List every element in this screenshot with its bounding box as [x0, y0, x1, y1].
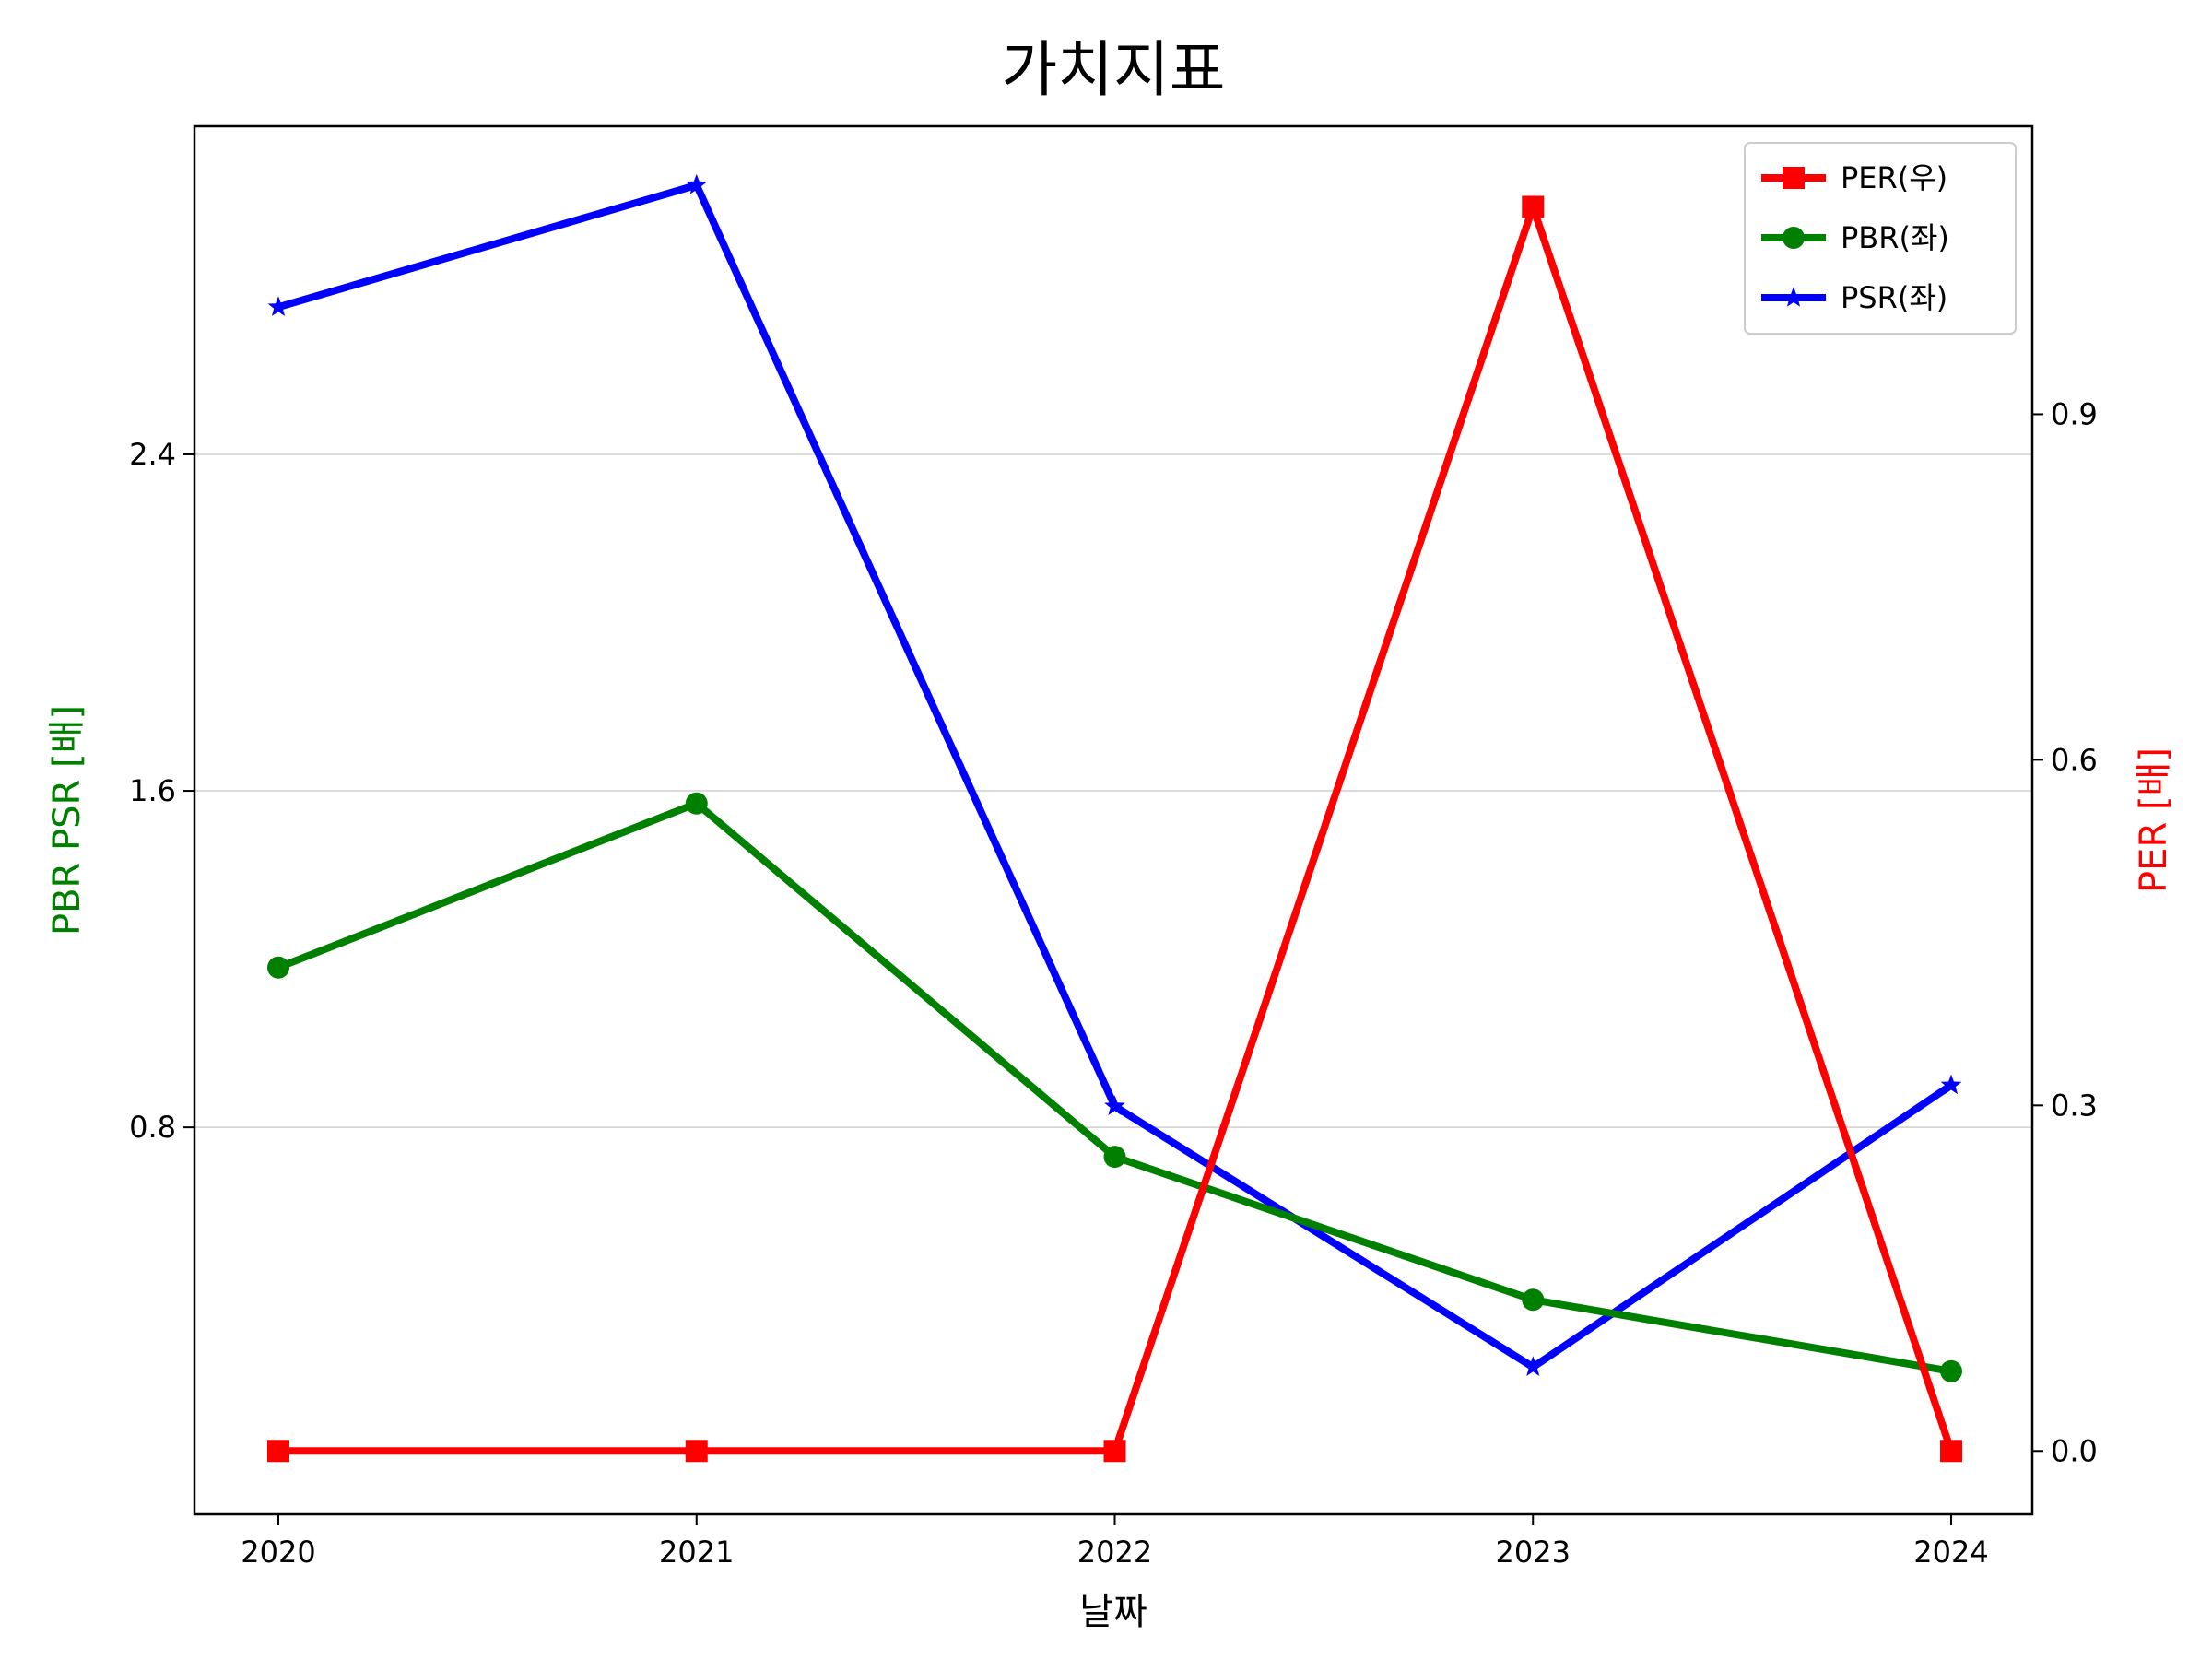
left-y-tick-label: 1.6: [129, 773, 176, 808]
x-axis-label: 날짜: [1079, 1591, 1147, 1633]
chart-title: 가치지표: [1002, 34, 1226, 105]
legend-marker: [1783, 227, 1805, 249]
legend-box: [1744, 142, 2017, 335]
legend-label: PBR(좌): [1841, 220, 1949, 255]
legend-item-per: PER(우): [1761, 160, 1947, 195]
series-layer: [267, 173, 1962, 1463]
series-psr: [267, 173, 1962, 1376]
series-line-psr: [276, 181, 1954, 1371]
data-point-per: [1103, 1440, 1126, 1463]
data-point-pbr: [1522, 1288, 1545, 1312]
data-point-psr: [686, 173, 708, 194]
data-point-pbr: [1940, 1359, 1962, 1382]
right-y-axis: 0.0 0.3 0.6 0.9: [2032, 396, 2098, 1468]
series-line-pbr: [276, 799, 1952, 1375]
data-point-per: [685, 1440, 708, 1463]
data-point-per: [267, 1440, 289, 1463]
series-line-per: [278, 203, 1955, 1455]
legend-item-psr: PSR(좌): [1761, 280, 1947, 315]
data-point-psr: [1940, 1074, 1962, 1095]
x-tick-label: 2020: [241, 1535, 315, 1570]
data-point-pbr: [267, 956, 289, 979]
x-tick-label: 2021: [659, 1535, 734, 1570]
x-tick-label: 2022: [1077, 1535, 1152, 1570]
x-tick-label: 2024: [1913, 1535, 1988, 1570]
left-y-axis: 0.8 1.6 2.4: [129, 437, 194, 1145]
legend-item-pbr: PBR(좌): [1761, 220, 1949, 255]
grid-lines: [194, 453, 2032, 1128]
legend-label: PSR(좌): [1841, 280, 1947, 315]
legend-label: PER(우): [1841, 160, 1947, 195]
left-y-tick-label: 2.4: [129, 437, 176, 472]
data-point-psr: [1104, 1095, 1125, 1115]
legend-marker: [1783, 167, 1805, 189]
data-point-per: [1522, 195, 1545, 218]
data-point-pbr: [1103, 1146, 1126, 1169]
right-y-tick-label: 0.3: [2051, 1088, 2098, 1123]
right-y-tick-label: 0.9: [2051, 396, 2098, 431]
left-y-tick-label: 0.8: [129, 1110, 176, 1145]
right-y-tick-label: 0.0: [2051, 1433, 2098, 1468]
data-point-psr: [1522, 1356, 1544, 1376]
data-point-pbr: [685, 792, 708, 815]
x-axis: 2020 2021 2022 2023 2024: [241, 1514, 1989, 1570]
series-per: [267, 195, 1962, 1463]
right-y-axis-label: PER [배]: [2133, 747, 2175, 893]
legend-marker: [1783, 287, 1805, 307]
data-point-psr: [267, 296, 289, 316]
series-pbr: [267, 792, 1962, 1382]
left-y-axis-label: PBR PSR [배]: [46, 705, 88, 935]
data-point-per: [1940, 1440, 1962, 1463]
legend: PER(우) PBR(좌) PSR(좌): [1744, 142, 2017, 335]
plot-frame: [193, 124, 2034, 1516]
x-tick-label: 2023: [1496, 1535, 1571, 1570]
right-y-tick-label: 0.6: [2051, 742, 2098, 777]
